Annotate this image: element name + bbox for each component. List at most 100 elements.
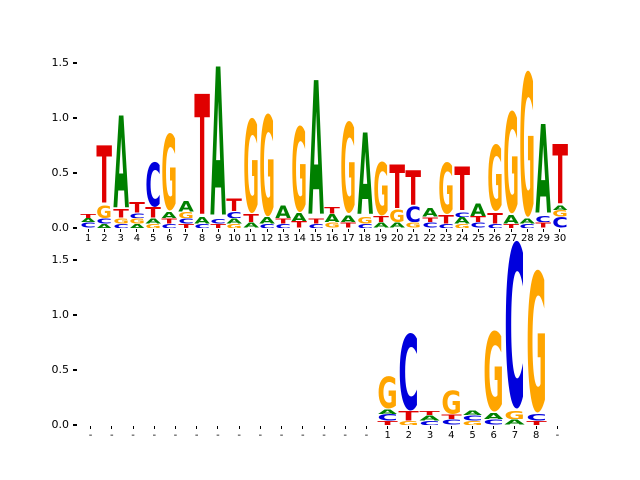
x-tick-label: -: [110, 430, 114, 441]
svg-text:C: C: [377, 414, 397, 421]
svg-text:A: A: [377, 409, 398, 415]
logo-letter-A: A: [422, 208, 438, 217]
x-tick-label: 24: [455, 233, 469, 244]
logo-letter-A: A: [552, 205, 568, 211]
logo-letter-A: A: [462, 410, 483, 416]
svg-text:G: G: [145, 224, 161, 228]
logo-letter-A: A: [80, 218, 96, 222]
logo-letter-T: T: [129, 202, 145, 213]
svg-text:T: T: [487, 213, 503, 224]
svg-text:T: T: [471, 216, 487, 223]
svg-text:A: A: [178, 201, 194, 212]
svg-text:A: A: [113, 113, 129, 210]
logo-letter-T: T: [113, 209, 129, 218]
svg-text:C: C: [308, 224, 324, 228]
svg-text:C: C: [454, 212, 470, 218]
logo-letter-A: A: [291, 213, 308, 222]
logo-letter-G: G: [178, 212, 194, 219]
svg-text:T: T: [227, 198, 243, 211]
svg-text:G: G: [227, 224, 243, 228]
svg-text:T: T: [145, 207, 161, 218]
y-tick-label: 1.5: [51, 253, 70, 266]
svg-text:T: T: [420, 411, 441, 415]
logo-letter-T: T: [441, 414, 462, 420]
svg-text:G: G: [97, 205, 113, 218]
svg-text:A: A: [324, 214, 340, 223]
x-tick-mark: [302, 426, 304, 429]
logo-letter-C: C: [308, 224, 324, 228]
x-tick-mark: [472, 426, 474, 429]
logo-letter-C: C: [398, 332, 419, 411]
logo-letter-C: C: [377, 414, 398, 421]
x-tick-mark: [478, 229, 480, 232]
x-tick-label: 30: [553, 233, 567, 244]
x-tick-mark: [282, 229, 284, 232]
logo-letter-A: A: [113, 113, 129, 210]
logo-letter-A: A: [178, 201, 194, 212]
x-tick-label: -: [194, 430, 199, 441]
x-tick-label: 19: [374, 233, 388, 244]
x-tick-mark: [132, 426, 134, 429]
svg-text:A: A: [454, 217, 470, 224]
logo-letter-T: T: [438, 215, 454, 224]
svg-text:G: G: [505, 411, 525, 420]
x-tick-label: -: [173, 430, 178, 441]
svg-text:G: G: [503, 110, 519, 215]
svg-text:C: C: [129, 213, 145, 219]
x-tick-mark: [315, 229, 317, 232]
logo-letter-G: G: [259, 113, 275, 218]
logo-letter-C: C: [552, 217, 568, 228]
logo-letter-T: T: [243, 214, 259, 223]
x-tick-label: 18: [358, 233, 372, 244]
svg-text:C: C: [80, 222, 96, 228]
logo-letter-G: G: [340, 121, 357, 215]
svg-text:C: C: [97, 218, 113, 224]
logo-letter-C: C: [519, 224, 536, 228]
logo-letter-C: C: [161, 224, 178, 228]
logo-letter-G: G: [454, 224, 470, 228]
svg-text:A: A: [145, 218, 161, 224]
x-tick-label: -: [300, 430, 305, 441]
svg-text:A: A: [503, 215, 519, 224]
svg-text:A: A: [162, 212, 178, 219]
svg-text:G: G: [520, 70, 536, 219]
svg-text:G: G: [484, 330, 504, 413]
svg-text:C: C: [178, 218, 194, 224]
svg-text:A: A: [420, 415, 441, 421]
x-tick-mark: [136, 229, 138, 232]
logo-letter-C: C: [210, 219, 226, 223]
svg-text:A: A: [80, 218, 96, 222]
x-tick-label: 8: [198, 233, 206, 244]
x-tick-label: 5: [150, 233, 157, 244]
svg-text:T: T: [438, 215, 454, 224]
x-tick-mark: [408, 426, 410, 429]
svg-text:T: T: [399, 411, 420, 421]
logo-letter-C: C: [259, 224, 275, 228]
x-tick-mark: [153, 426, 155, 429]
y-tick-mark: [73, 314, 77, 316]
logo-letter-G: G: [441, 390, 462, 414]
logo-letter-G: G: [405, 222, 422, 228]
logo-letter-C: C: [535, 216, 552, 223]
svg-text:A: A: [129, 224, 145, 228]
x-tick-mark: [217, 426, 219, 429]
x-tick-label: 3: [426, 430, 434, 441]
svg-text:T: T: [324, 207, 340, 214]
svg-text:C: C: [526, 414, 546, 421]
y-tick-label: 0.0: [51, 418, 70, 431]
svg-text:T: T: [194, 91, 210, 218]
svg-text:A: A: [462, 410, 483, 416]
logo-letter-C: C: [178, 218, 194, 224]
svg-text:A: A: [552, 205, 568, 211]
y-tick-label: 1.5: [51, 56, 70, 69]
logo-letter-A: A: [259, 217, 275, 224]
svg-text:C: C: [276, 224, 292, 228]
svg-text:C: C: [162, 224, 178, 228]
svg-text:T: T: [292, 221, 308, 228]
logo-letter-C: C: [504, 240, 525, 411]
logo-letter-A: A: [275, 205, 292, 218]
